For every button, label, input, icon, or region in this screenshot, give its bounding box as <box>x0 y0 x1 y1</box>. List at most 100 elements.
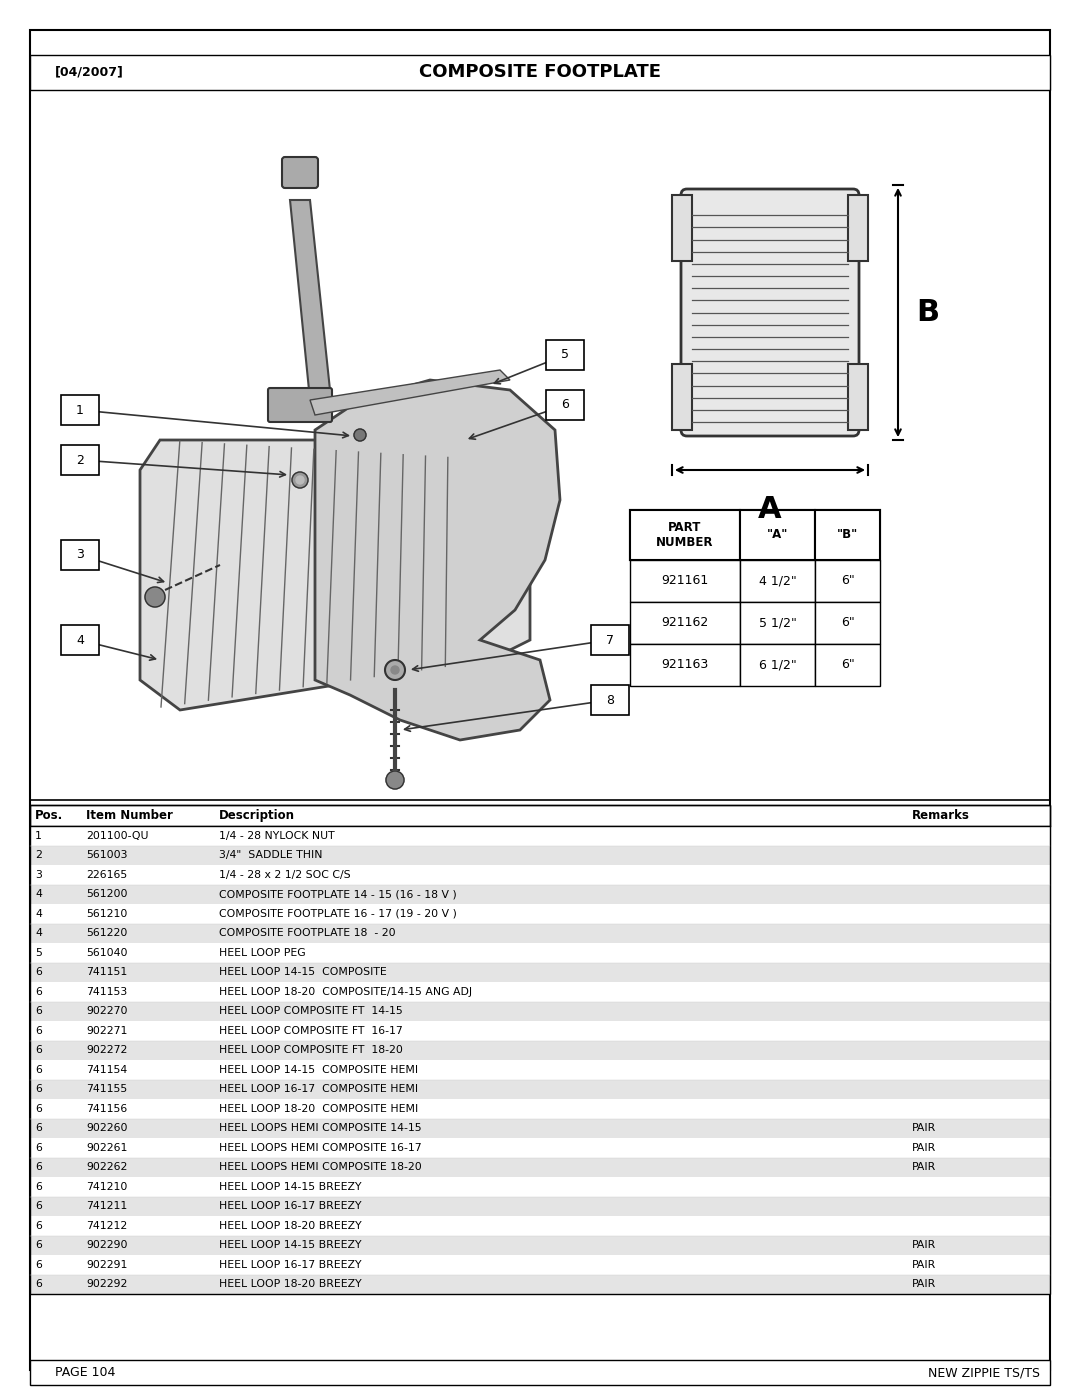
Bar <box>630 644 740 686</box>
Text: 902291: 902291 <box>86 1260 127 1269</box>
Text: PART
NUMBER: PART NUMBER <box>657 521 714 549</box>
Text: PAIR: PAIR <box>913 1279 936 1289</box>
Bar <box>848 365 868 431</box>
Text: 6: 6 <box>35 1007 42 1016</box>
Text: HEEL LOOP 18-20 BREEZY: HEEL LOOP 18-20 BREEZY <box>218 1220 361 1230</box>
Text: HEEL LOOPS HEMI COMPOSITE 18-20: HEEL LOOPS HEMI COMPOSITE 18-20 <box>218 1162 421 1173</box>
Text: HEEL LOOP COMPOSITE FT  18-20: HEEL LOOP COMPOSITE FT 18-20 <box>218 1046 403 1055</box>
Text: 741154: 741154 <box>86 1065 127 1075</box>
Text: 902290: 902290 <box>86 1240 127 1250</box>
Text: 741211: 741211 <box>86 1201 127 1211</box>
Bar <box>30 962 1050 981</box>
Text: B: B <box>916 298 940 327</box>
Bar <box>30 865 1050 885</box>
Text: 6": 6" <box>840 658 854 671</box>
Text: HEEL LOOP 18-20 BREEZY: HEEL LOOP 18-20 BREEZY <box>218 1279 361 1289</box>
Polygon shape <box>315 380 561 740</box>
Text: 6: 6 <box>35 1046 42 1055</box>
Text: 4: 4 <box>35 909 42 918</box>
Text: 6: 6 <box>35 1065 42 1075</box>
Bar <box>815 603 880 644</box>
Text: HEEL LOOP 14-15 BREEZY: HEEL LOOP 14-15 BREEZY <box>218 1240 361 1250</box>
Text: 5: 5 <box>561 348 569 362</box>
Text: 7: 7 <box>606 633 615 646</box>
Text: 3: 3 <box>35 870 42 879</box>
Bar <box>630 510 740 561</box>
Text: 561040: 561040 <box>86 948 127 958</box>
Text: 561003: 561003 <box>86 850 127 860</box>
Bar <box>30 846 1050 865</box>
Bar <box>30 905 1050 924</box>
Text: COMPOSITE FOOTPLATE 18  - 20: COMPOSITE FOOTPLATE 18 - 20 <box>218 928 395 938</box>
Text: HEEL LOOP 14-15 BREEZY: HEEL LOOP 14-15 BREEZY <box>218 1181 361 1191</box>
Text: HEEL LOOP 14-15  COMPOSITE: HEEL LOOP 14-15 COMPOSITE <box>218 967 387 977</box>
Text: 1: 1 <box>76 404 84 417</box>
Bar <box>30 1236 1050 1255</box>
Text: HEEL LOOP COMPOSITE FT  16-17: HEEL LOOP COMPOSITE FT 16-17 <box>218 1026 403 1036</box>
Text: HEEL LOOPS HEMI COMPOSITE 14-15: HEEL LOOPS HEMI COMPOSITE 14-15 <box>218 1123 421 1134</box>
Text: 741212: 741212 <box>86 1220 127 1230</box>
Text: 4: 4 <box>76 633 84 646</box>
Text: HEEL LOOP COMPOSITE FT  14-15: HEEL LOOP COMPOSITE FT 14-15 <box>218 1007 403 1016</box>
Text: HEEL LOOPS HEMI COMPOSITE 16-17: HEEL LOOPS HEMI COMPOSITE 16-17 <box>218 1142 421 1153</box>
Text: 902292: 902292 <box>86 1279 127 1289</box>
Text: 6: 6 <box>35 1026 42 1036</box>
Text: A: A <box>758 495 782 524</box>
Bar <box>30 1001 1050 1021</box>
Bar <box>630 510 880 561</box>
Bar <box>591 685 629 714</box>
Text: HEEL LOOP 18-20  COMPOSITE/14-15 ANG ADJ: HEEL LOOP 18-20 COMPOSITE/14-15 ANG ADJ <box>218 987 472 997</box>
Bar <box>815 644 880 686</box>
Text: 902260: 902260 <box>86 1123 127 1134</box>
Bar <box>30 55 1050 89</box>
Text: 741155: 741155 <box>86 1085 127 1095</box>
Text: 5 1/2": 5 1/2" <box>758 617 796 629</box>
FancyBboxPatch shape <box>268 389 332 422</box>
Polygon shape <box>140 440 530 710</box>
Text: COMPOSITE FOOTPLATE 14 - 15 (16 - 18 V ): COMPOSITE FOOTPLATE 14 - 15 (16 - 18 V ) <box>218 889 457 899</box>
Bar <box>30 805 1050 826</box>
Circle shape <box>354 429 366 440</box>
Bar <box>30 1360 1050 1385</box>
Text: 561210: 561210 <box>86 909 127 918</box>
Text: 226165: 226165 <box>86 870 127 879</box>
Bar <box>30 885 1050 905</box>
Text: 921161: 921161 <box>661 575 708 587</box>
Bar <box>546 390 584 419</box>
Bar <box>630 603 740 644</box>
Text: 902272: 902272 <box>86 1046 127 1055</box>
Text: 3: 3 <box>76 548 84 562</box>
Bar <box>740 603 815 644</box>
Text: [04/2007]: [04/2007] <box>55 66 124 78</box>
Polygon shape <box>310 370 510 415</box>
Text: PAIR: PAIR <box>913 1260 936 1269</box>
Bar <box>60 396 99 425</box>
Text: 6: 6 <box>35 1123 42 1134</box>
Bar <box>672 194 692 261</box>
Text: Item Number: Item Number <box>86 809 173 822</box>
Bar <box>30 1197 1050 1216</box>
Bar <box>672 365 692 431</box>
Text: 921162: 921162 <box>661 617 708 629</box>
Text: 6: 6 <box>35 1279 42 1289</box>
Text: 2: 2 <box>35 850 42 860</box>
Bar <box>30 1216 1050 1236</box>
Text: 741210: 741210 <box>86 1181 127 1191</box>
Bar <box>30 1079 1050 1099</box>
Bar <box>30 805 1050 1295</box>
Text: 902271: 902271 <box>86 1026 127 1036</box>
Text: 6": 6" <box>840 575 854 587</box>
FancyBboxPatch shape <box>681 189 859 436</box>
Text: 6: 6 <box>562 398 569 411</box>
Text: 6: 6 <box>35 967 42 977</box>
Bar <box>30 1255 1050 1275</box>
Bar <box>30 1158 1050 1177</box>
Text: 6: 6 <box>35 987 42 997</box>
Bar <box>60 625 99 656</box>
Text: Remarks: Remarks <box>913 809 970 822</box>
Circle shape <box>386 772 404 788</box>
Bar <box>30 1118 1050 1138</box>
Bar <box>30 924 1050 944</box>
Text: 6: 6 <box>35 1104 42 1114</box>
Text: 1/4 - 28 x 2 1/2 SOC C/S: 1/4 - 28 x 2 1/2 SOC C/S <box>218 870 350 879</box>
